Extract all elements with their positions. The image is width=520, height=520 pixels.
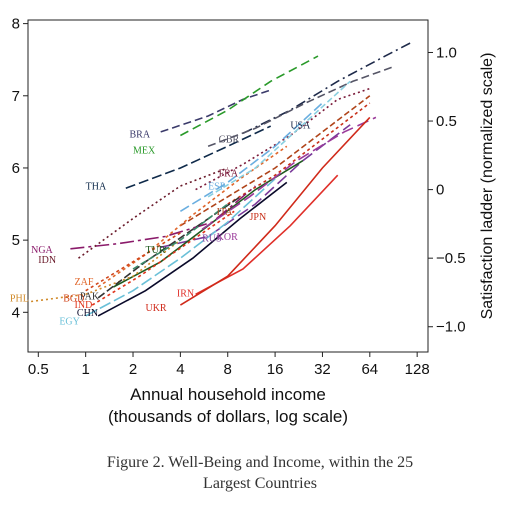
y-tick-label: 4	[12, 304, 20, 321]
x-tick-label: 2	[129, 361, 137, 378]
series-line-esp	[179, 102, 323, 212]
series-label-usa: USA	[290, 120, 311, 131]
series-label-ukr: UKR	[145, 303, 166, 314]
series-line-vnm	[132, 203, 229, 270]
x-tick-label: 32	[314, 361, 331, 378]
series-line-nga	[70, 185, 256, 250]
series-line-ukr	[179, 116, 371, 306]
x-tick-label: 16	[267, 361, 284, 378]
x-tick-label: 0.5	[28, 361, 49, 378]
series-label-chn: CHN	[77, 308, 98, 319]
series-line-pol	[207, 80, 351, 198]
x-axis-label: Annual household income	[130, 385, 326, 404]
series-label-zaf: ZAF	[75, 277, 94, 288]
series-label-egy: EGY	[59, 317, 80, 328]
y-tick-label: 8	[12, 16, 20, 33]
figure-caption: Figure 2. Well-Being and Income, within …	[0, 452, 520, 494]
y2-tick-label: −0.5	[436, 250, 466, 267]
series-label-bra: BRA	[130, 130, 151, 141]
series-label-pak: PAK	[80, 291, 100, 302]
x-tick-label: 64	[361, 361, 378, 378]
series-label-mex: MEX	[133, 146, 156, 157]
series-label-tha: THA	[86, 182, 107, 193]
series-line-egy	[85, 178, 276, 317]
series-label-rus: RUS	[202, 234, 221, 245]
series-line-phl	[30, 239, 181, 303]
series-line-bgd	[85, 232, 181, 292]
series-line-gbr	[207, 66, 394, 148]
series-label-ita: ITA	[217, 207, 234, 218]
caption-line-2: Largest Countries	[203, 475, 317, 492]
series-line-mex	[180, 55, 319, 137]
x-tick-label: 1	[81, 361, 89, 378]
series-line-kor	[201, 116, 377, 230]
x-tick-label: 8	[224, 361, 232, 378]
y2-tick-label: −1.0	[436, 319, 466, 336]
y2-tick-label: 1.0	[436, 44, 457, 61]
x-tick-label: 128	[405, 361, 430, 378]
series-line-ita	[179, 95, 371, 227]
y-tick-label: 6	[12, 160, 20, 177]
series-line-tha	[125, 125, 272, 189]
y-tick-label: 5	[12, 232, 20, 249]
series-line-chn	[97, 181, 288, 317]
series-line-jpn	[227, 102, 371, 205]
series-label-gbr: GBR	[219, 135, 240, 146]
series-line-zaf	[97, 145, 288, 288]
series-line-rus	[160, 124, 351, 249]
x-axis-label-sub: (thousands of dollars, log scale)	[108, 407, 348, 426]
series-label-ind: IND	[75, 300, 93, 311]
y2-tick-label: 0	[436, 182, 444, 199]
series-label-phl: PHL	[10, 293, 29, 304]
series-label-bgd: BGD	[63, 293, 84, 304]
series-line-bra	[160, 89, 271, 133]
y-tick-label: 7	[12, 88, 20, 105]
series-label-esp: ESP	[208, 182, 226, 193]
series-label-idn: IDN	[38, 255, 56, 266]
y-axis-left: 4 5 6 7 8	[12, 16, 28, 321]
series-lines	[30, 40, 414, 317]
series-label-irn: IRN	[177, 288, 194, 299]
series-line-idn	[78, 167, 228, 259]
series-label-kor: KOR	[217, 232, 238, 243]
caption-line-1: Figure 2. Well-Being and Income, within …	[106, 454, 414, 471]
x-tick-label: 4	[176, 361, 184, 378]
y2-tick-label: 0.5	[436, 113, 457, 130]
series-label-tur: TUR	[145, 245, 165, 256]
series-label-jpn: JPN	[249, 212, 266, 223]
y-axis-right: −1.0 −0.5 0 0.5 1.0	[428, 44, 466, 336]
series-label-nga: NGA	[31, 245, 53, 256]
series-line-fra	[195, 87, 371, 191]
y-axis-right-label: Satisfaction ladder (normalized scale)	[479, 53, 496, 320]
series-label-fra: FRA	[219, 169, 239, 180]
series-line-usa	[242, 40, 414, 135]
series-line-ind	[91, 210, 235, 306]
x-axis: 0.5 1 2 4 8 16 32 64 128	[28, 352, 430, 378]
